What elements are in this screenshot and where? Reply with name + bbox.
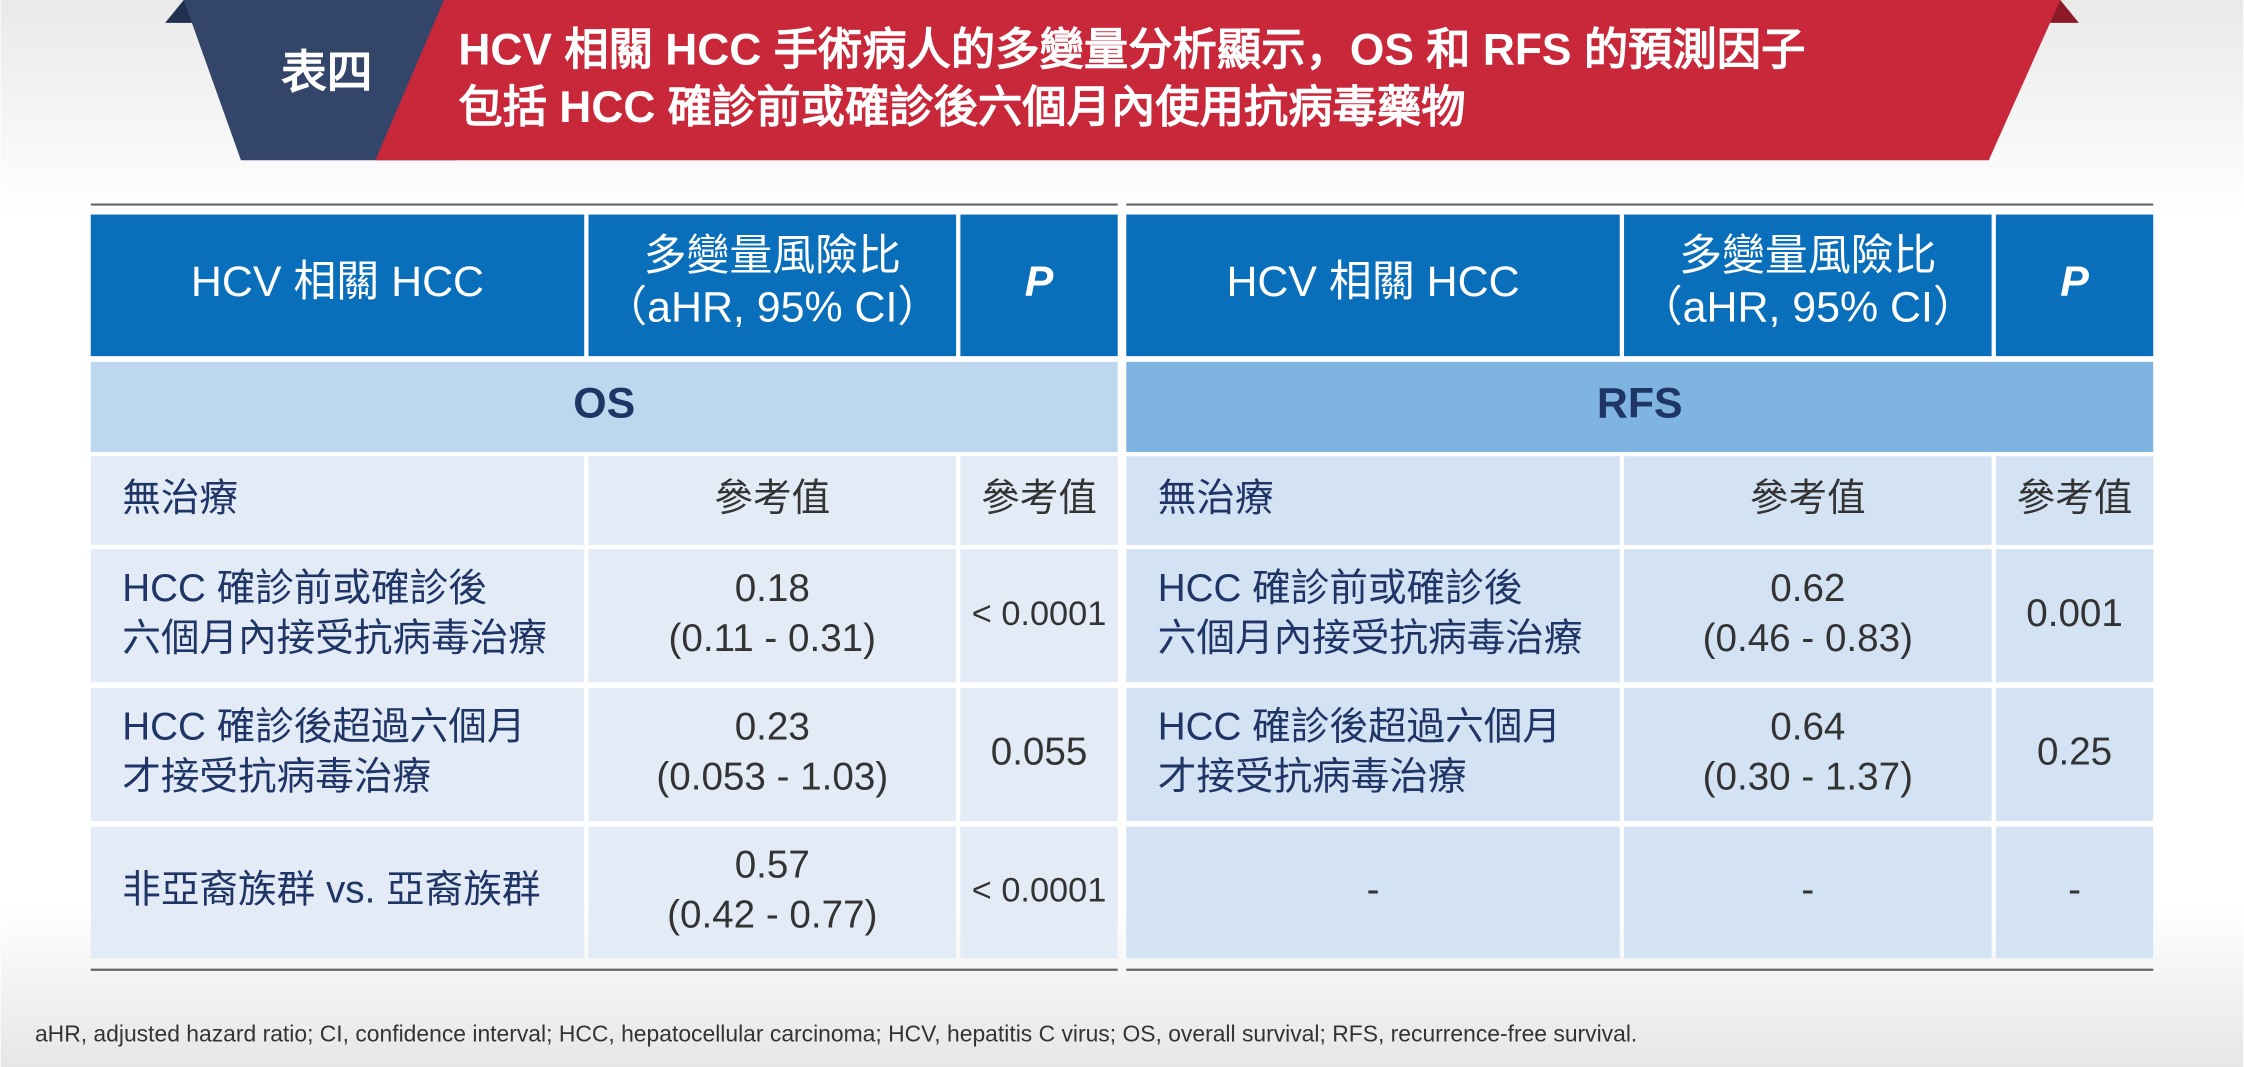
- banner-title-bg: [375, 0, 2061, 161]
- header-cell: [588, 214, 957, 357]
- cell-text: 0.001: [2026, 592, 2123, 635]
- body-cell: [1126, 687, 1620, 821]
- body-cell: [1624, 826, 1992, 959]
- section-label: RFS: [1597, 380, 1683, 428]
- footnote: aHR, adjusted hazard ratio; CI, confiden…: [35, 1021, 1637, 1047]
- banner-title: HCV 相關 HCC 手術病人的多變量分析顯示，OS 和 RFS 的預測因子: [458, 26, 1805, 75]
- body-cell: [588, 687, 957, 821]
- cell-text: 六個月內接受抗病毒治療: [122, 617, 547, 660]
- header-cell: [1126, 214, 1620, 357]
- header-cell: [1995, 214, 2154, 357]
- cell-text: 參考值: [981, 477, 1097, 520]
- cell-text: 無治療: [122, 477, 238, 520]
- banner-label-bg: [183, 0, 456, 161]
- cell-text: HCC 確診後超過六個月: [122, 706, 525, 749]
- body-cell: [1126, 549, 1620, 683]
- body-cell: [960, 456, 1118, 545]
- cell-text: < 0.0001: [972, 595, 1107, 633]
- section-cell: [1126, 361, 2154, 452]
- cell-text: 才接受抗病毒治療: [1158, 756, 1467, 799]
- header-cell: [960, 214, 1118, 357]
- cell-text: 0.57: [735, 844, 810, 887]
- cell-text: （aHR, 95% CI）: [604, 284, 940, 332]
- cell-text: 0.64: [1770, 706, 1845, 749]
- section-label: OS: [573, 380, 635, 428]
- cell-text: （aHR, 95% CI）: [1640, 284, 1976, 332]
- cell-text: 參考值: [714, 477, 830, 520]
- cell-text: 參考值: [1750, 477, 1866, 520]
- header-cell: [90, 214, 585, 357]
- cell-text: HCV 相關 HCC: [191, 258, 484, 306]
- cell-text: (0.11 - 0.31): [669, 617, 876, 660]
- header-cell: [1624, 214, 1992, 357]
- cell-text: (0.30 - 1.37): [1703, 756, 1913, 799]
- body-cell: [960, 687, 1118, 821]
- body-cell: [1995, 687, 2154, 821]
- body-cell: [90, 549, 585, 683]
- body-cell: [90, 687, 585, 821]
- cell-text: P: [1025, 258, 1054, 306]
- cell-text: 多變量風險比: [644, 232, 901, 280]
- banner-title: 包括 HCC 確診前或確診後六個月內使用抗病毒藥物: [458, 83, 1465, 132]
- body-cell: [1995, 456, 2154, 545]
- body-cell: [1624, 549, 1992, 683]
- cell-text: 0.055: [991, 731, 1088, 774]
- cell-text: 非亞裔族群 vs. 亞裔族群: [122, 869, 540, 912]
- cell-text: (0.053 - 1.03): [656, 756, 888, 799]
- banner-label: 表四: [281, 47, 373, 98]
- cell-text: HCV 相關 HCC: [1226, 258, 1519, 306]
- body-cell: [1126, 456, 1620, 545]
- cell-text: 六個月內接受抗病毒治療: [1158, 617, 1583, 660]
- cell-text: 參考值: [2017, 477, 2133, 520]
- cell-text: 才接受抗病毒治療: [122, 756, 431, 799]
- cell-text: 多變量風險比: [1679, 232, 1936, 280]
- cell-text: -: [1801, 869, 1814, 912]
- body-cell: [588, 456, 957, 545]
- cell-text: 0.62: [1770, 567, 1845, 610]
- cell-text: P: [2060, 258, 2089, 306]
- body-cell: [588, 549, 957, 683]
- body-cell: [90, 456, 585, 545]
- body-cell: [960, 549, 1118, 683]
- cell-text: HCC 確診前或確診後: [122, 567, 487, 610]
- section-cell: [90, 361, 1118, 452]
- cell-text: 0.18: [735, 567, 810, 610]
- cell-text: < 0.0001: [972, 872, 1107, 910]
- body-cell: [588, 826, 957, 959]
- body-cell: [1624, 456, 1992, 545]
- cell-text: HCC 確診後超過六個月: [1158, 706, 1561, 749]
- body-cell: [1995, 549, 2154, 683]
- cell-text: (0.42 - 0.77): [667, 894, 877, 937]
- body-cell: [1995, 826, 2154, 959]
- cell-text: 0.23: [735, 706, 810, 749]
- cell-text: 無治療: [1158, 477, 1274, 520]
- cell-text: -: [1367, 869, 1380, 912]
- body-cell: [1126, 826, 1620, 959]
- body-cell: [1624, 687, 1992, 821]
- cell-text: -: [2068, 869, 2081, 912]
- body-cell: [90, 826, 585, 959]
- cell-text: (0.46 - 0.83): [1703, 617, 1913, 660]
- cell-text: HCC 確診前或確診後: [1158, 567, 1523, 610]
- body-cell: [960, 826, 1118, 959]
- cell-text: 0.25: [2037, 731, 2112, 774]
- banner-fold: [2045, 0, 2079, 23]
